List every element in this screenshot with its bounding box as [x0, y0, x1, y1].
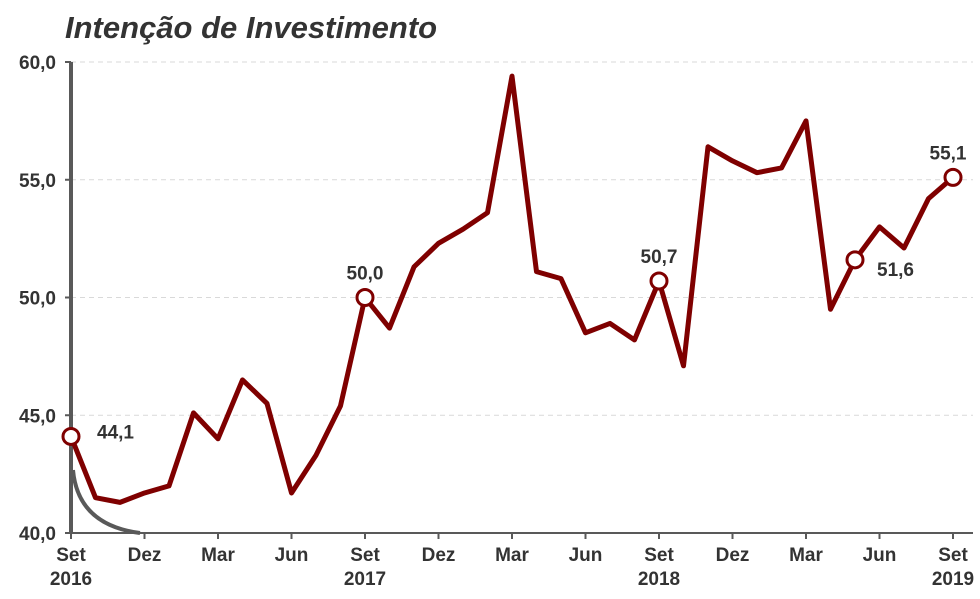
x-tick-label: Jun — [569, 545, 603, 566]
y-tick-label: 55,0 — [19, 171, 56, 192]
marker — [845, 250, 865, 270]
x-tick-label: Dez — [422, 545, 456, 566]
x-tick-label: Set 2019 — [932, 545, 974, 590]
marker — [943, 167, 963, 187]
y-tick-label: 60,0 — [19, 53, 56, 74]
y-tick-label: 40,0 — [19, 524, 56, 545]
x-tick-label: Set 2018 — [638, 545, 680, 590]
x-tick-label: Set 2017 — [344, 545, 386, 590]
chart-title: Intenção de Investimento — [65, 10, 437, 45]
data-label: 55,1 — [930, 143, 967, 164]
data-label: 50,0 — [347, 264, 384, 285]
marker — [61, 426, 81, 446]
axis-break — [71, 469, 141, 535]
x-tick-label: Mar — [495, 545, 529, 566]
x-tick-label: Dez — [128, 545, 162, 566]
marker — [649, 271, 669, 291]
x-tick-label: Jun — [275, 545, 309, 566]
data-label: 51,6 — [877, 260, 914, 281]
line — [68, 73, 955, 505]
marker — [355, 288, 375, 307]
y-tick-label: 50,0 — [19, 289, 56, 310]
x-tick-label: Mar — [789, 545, 823, 566]
data-label: 44,1 — [97, 422, 134, 443]
x-tick-label: Mar — [201, 545, 235, 566]
x-tick-label: Dez — [716, 545, 750, 566]
y-tick-label: 45,0 — [19, 406, 56, 427]
x-tick-label: Jun — [863, 545, 897, 566]
x-tick-label: Set 2016 — [50, 545, 92, 590]
data-label: 50,7 — [641, 247, 678, 268]
